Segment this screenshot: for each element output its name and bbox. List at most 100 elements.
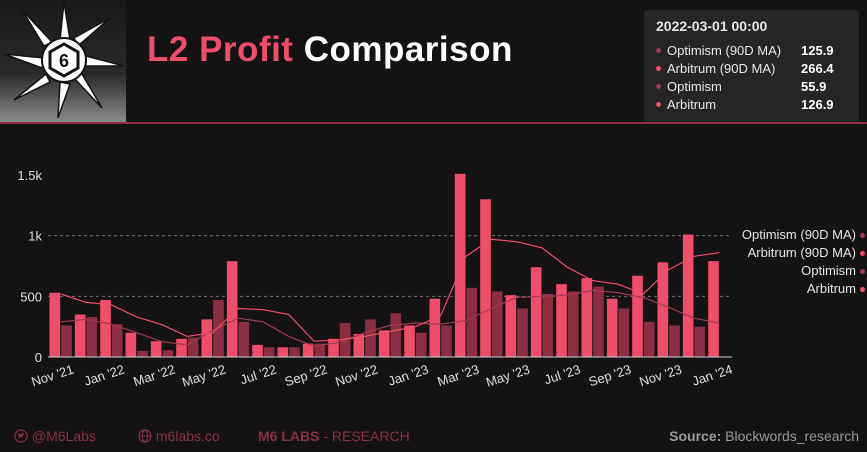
footer-brand: M6 LABS - RESEARCH <box>258 428 410 444</box>
bar-arbitrum <box>353 333 365 357</box>
bar-arbitrum <box>176 338 187 357</box>
bar-arbitrum <box>632 275 643 357</box>
bar-arbitrum <box>378 330 390 357</box>
y-tick-label: 1k <box>28 229 42 244</box>
bar-optimism <box>187 337 199 357</box>
legend-item-arbitrum[interactable]: Arbitrum <box>700 280 865 298</box>
bar-optimism <box>86 316 98 357</box>
bar-optimism <box>542 293 554 357</box>
x-tick-label: Nov '22 <box>333 362 379 390</box>
bar-arbitrum <box>429 298 441 357</box>
legend-label: Optimism <box>801 263 856 278</box>
tooltip-row: Arbitrum 126.9 <box>656 95 847 113</box>
bar-optimism <box>618 308 630 357</box>
legend-item-optimism-ma[interactable]: Optimism (90D MA) <box>700 226 865 244</box>
title-accent: L2 Profit <box>147 30 294 69</box>
x-tick-label: Jan '24 <box>690 362 734 389</box>
bar-arbitrum <box>125 332 137 357</box>
bar-arbitrum <box>606 298 618 357</box>
tooltip-label: Arbitrum (90D MA) <box>667 60 776 76</box>
tooltip-row: Arbitrum (90D MA) 266.4 <box>656 59 847 77</box>
bar-optimism <box>441 325 452 357</box>
twitter-icon <box>14 429 28 443</box>
tooltip-label: Optimism (90D MA) <box>667 42 782 58</box>
header-divider <box>0 122 867 124</box>
bar-arbitrum <box>480 199 491 357</box>
x-tick-label: Nov '23 <box>637 362 683 390</box>
legend-dot-icon <box>860 269 865 275</box>
bar-optimism <box>61 325 72 357</box>
bar-arbitrum <box>682 234 694 357</box>
legend-dot-icon <box>860 287 865 293</box>
x-tick-label: Mar '22 <box>131 362 176 390</box>
bar-arbitrum <box>556 284 567 357</box>
bar-arbitrum <box>454 173 466 357</box>
bar-chart: 0 500 1k 1.5k Nov '21 Jan '22 Mar '22 May '22 Ju… <box>17 168 734 390</box>
x-tick-label: May '23 <box>484 362 532 390</box>
m6labs-logo-icon: 6 <box>0 0 126 122</box>
bar-optimism <box>491 291 503 357</box>
bar-optimism <box>238 321 250 357</box>
legend-label: Optimism (90D MA) <box>741 227 856 242</box>
bar-optimism <box>365 319 376 357</box>
x-tick-label: Nov '21 <box>29 362 75 390</box>
tooltip-time: 2022-03-01 00:00 <box>656 18 768 34</box>
legend-label: Arbitrum <box>806 281 856 296</box>
bar-arbitrum <box>100 299 111 357</box>
y-tick-label: 1.5k <box>17 168 42 183</box>
bar-arbitrum <box>277 347 289 357</box>
bar-optimism <box>111 324 123 357</box>
x-tick-label: Sep '23 <box>587 362 633 390</box>
tooltip-value: 55.9 <box>801 78 827 94</box>
x-tick-label: Jul '22 <box>238 362 278 388</box>
legend-item-optimism[interactable]: Optimism <box>700 262 865 280</box>
bar-arbitrum <box>74 314 86 357</box>
legend-dot-icon <box>860 251 865 257</box>
tooltip-dot-icon <box>656 65 661 71</box>
brand-section: - RESEARCH <box>319 428 410 444</box>
source-label: Source: <box>669 428 722 444</box>
legend-label: Arbitrum (90D MA) <box>747 245 856 260</box>
bar-arbitrum <box>404 325 415 357</box>
x-tick-label: Jan '22 <box>82 362 126 389</box>
footer-twitter[interactable]: @M6Labs <box>14 428 96 444</box>
legend-item-arbitrum-ma[interactable]: Arbitrum (90D MA) <box>700 244 865 262</box>
bar-optimism <box>567 291 579 357</box>
bar-arbitrum <box>150 341 162 357</box>
bar-optimism <box>289 347 300 357</box>
bar-optimism <box>162 350 174 357</box>
bar-optimism <box>643 321 655 357</box>
bar-arbitrum <box>252 344 263 357</box>
bar-optimism <box>415 332 427 357</box>
tooltip-dot-icon <box>656 83 661 89</box>
twitter-handle: @M6Labs <box>31 428 96 444</box>
bar-arbitrum <box>226 261 238 357</box>
brand-name: M6 LABS <box>258 428 320 444</box>
bar-optimism <box>314 343 326 357</box>
chart-legend: Optimism (90D MA) Arbitrum (90D MA) Opti… <box>700 226 865 298</box>
y-tick-label: 500 <box>20 289 42 304</box>
tooltip-label: Arbitrum <box>667 96 717 112</box>
tooltip-value: 125.9 <box>801 42 834 58</box>
footer-source: Source: Blockwords_research <box>669 428 859 444</box>
bar-optimism <box>390 313 402 357</box>
y-tick-label: 0 <box>35 350 42 365</box>
line-optimism-ma <box>60 289 720 347</box>
bar-optimism <box>466 287 478 357</box>
bar-optimism <box>263 347 275 357</box>
bar-optimism <box>669 325 680 357</box>
source-value: Blockwords_research <box>721 428 859 444</box>
tooltip-row: Optimism (90D MA) 125.9 <box>656 41 847 59</box>
x-tick-label: Sep '22 <box>283 362 329 390</box>
bar-optimism <box>694 326 706 357</box>
footer-website[interactable]: m6labs.co <box>138 428 220 444</box>
page-title: L2 Profit Comparison <box>147 30 513 70</box>
x-tick-label: Jul '23 <box>542 362 582 388</box>
chart-tooltip: 2022-03-01 00:00 Optimism (90D MA) 125.9… <box>644 10 859 122</box>
x-tick-label: Mar '23 <box>435 362 480 390</box>
bar-arbitrum <box>302 343 314 357</box>
bar-arbitrum <box>49 292 61 357</box>
x-tick-label: May '22 <box>180 362 228 390</box>
bar-arbitrum <box>708 261 719 357</box>
bar-arbitrum <box>657 262 669 357</box>
